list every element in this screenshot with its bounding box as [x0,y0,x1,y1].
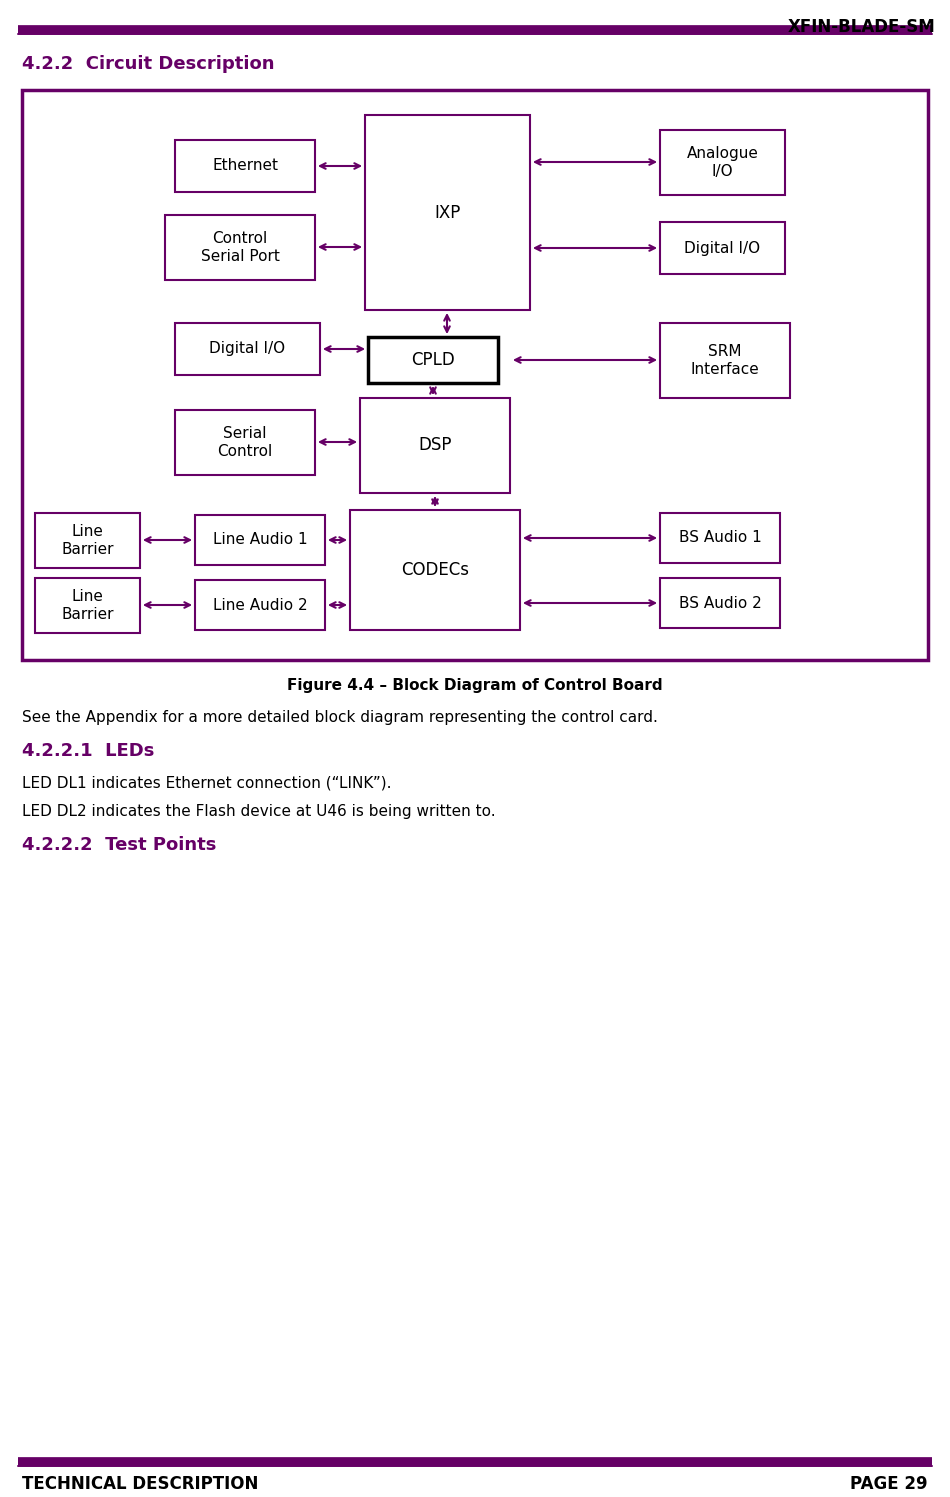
Bar [195,515,325,564]
Bar [175,141,315,192]
Bar [360,398,510,493]
Text: Control
Serial Port: Control Serial Port [200,232,279,263]
Text: Figure 4.4 – Block Diagram of Control Board: Figure 4.4 – Block Diagram of Control Bo… [287,678,663,693]
Text: 4.2.2.2  Test Points: 4.2.2.2 Test Points [22,835,217,853]
Text: IXP: IXP [434,204,461,222]
Bar [660,222,785,274]
Bar [660,578,780,629]
Bar [660,130,785,195]
Text: Serial
Control: Serial Control [218,427,273,458]
Text: Line
Barrier: Line Barrier [61,524,114,557]
Text: See the Appendix for a more detailed block diagram representing the control card: See the Appendix for a more detailed blo… [22,710,657,725]
Bar [35,513,140,567]
Text: Digital I/O: Digital I/O [209,341,286,356]
Bar [165,216,315,280]
Bar [175,323,320,376]
Text: LED DL2 indicates the Flash device at U46 is being written to.: LED DL2 indicates the Flash device at U4… [22,804,496,819]
Text: CPLD: CPLD [411,350,455,368]
Text: Ethernet: Ethernet [212,159,278,174]
Bar [195,579,325,630]
Text: 4.2.2.1  LEDs: 4.2.2.1 LEDs [22,743,154,760]
Text: XFIN-BLADE-SM: XFIN-BLADE-SM [788,18,935,36]
Text: TECHNICAL DESCRIPTION: TECHNICAL DESCRIPTION [22,1475,258,1493]
Text: Line
Barrier: Line Barrier [61,590,114,621]
Bar [660,323,790,398]
Text: Line Audio 2: Line Audio 2 [213,597,307,612]
Bar [35,578,140,633]
Text: BS Audio 2: BS Audio 2 [678,596,761,611]
Bar [365,115,530,310]
Text: Digital I/O: Digital I/O [684,241,761,256]
Bar [368,337,498,383]
Bar [22,90,928,660]
Text: BS Audio 1: BS Audio 1 [678,530,761,545]
Text: 4.2.2  Circuit Description: 4.2.2 Circuit Description [22,55,275,73]
Bar [660,513,780,563]
Text: LED DL1 indicates Ethernet connection (“LINK”).: LED DL1 indicates Ethernet connection (“… [22,775,391,790]
Bar [175,410,315,475]
Text: DSP: DSP [418,437,452,455]
Text: Analogue
I/O: Analogue I/O [687,147,758,178]
Text: Line Audio 1: Line Audio 1 [213,533,307,548]
Text: PAGE 29: PAGE 29 [850,1475,928,1493]
Text: SRM
Interface: SRM Interface [691,344,759,377]
Bar [350,510,520,630]
Text: CODECs: CODECs [401,561,469,579]
